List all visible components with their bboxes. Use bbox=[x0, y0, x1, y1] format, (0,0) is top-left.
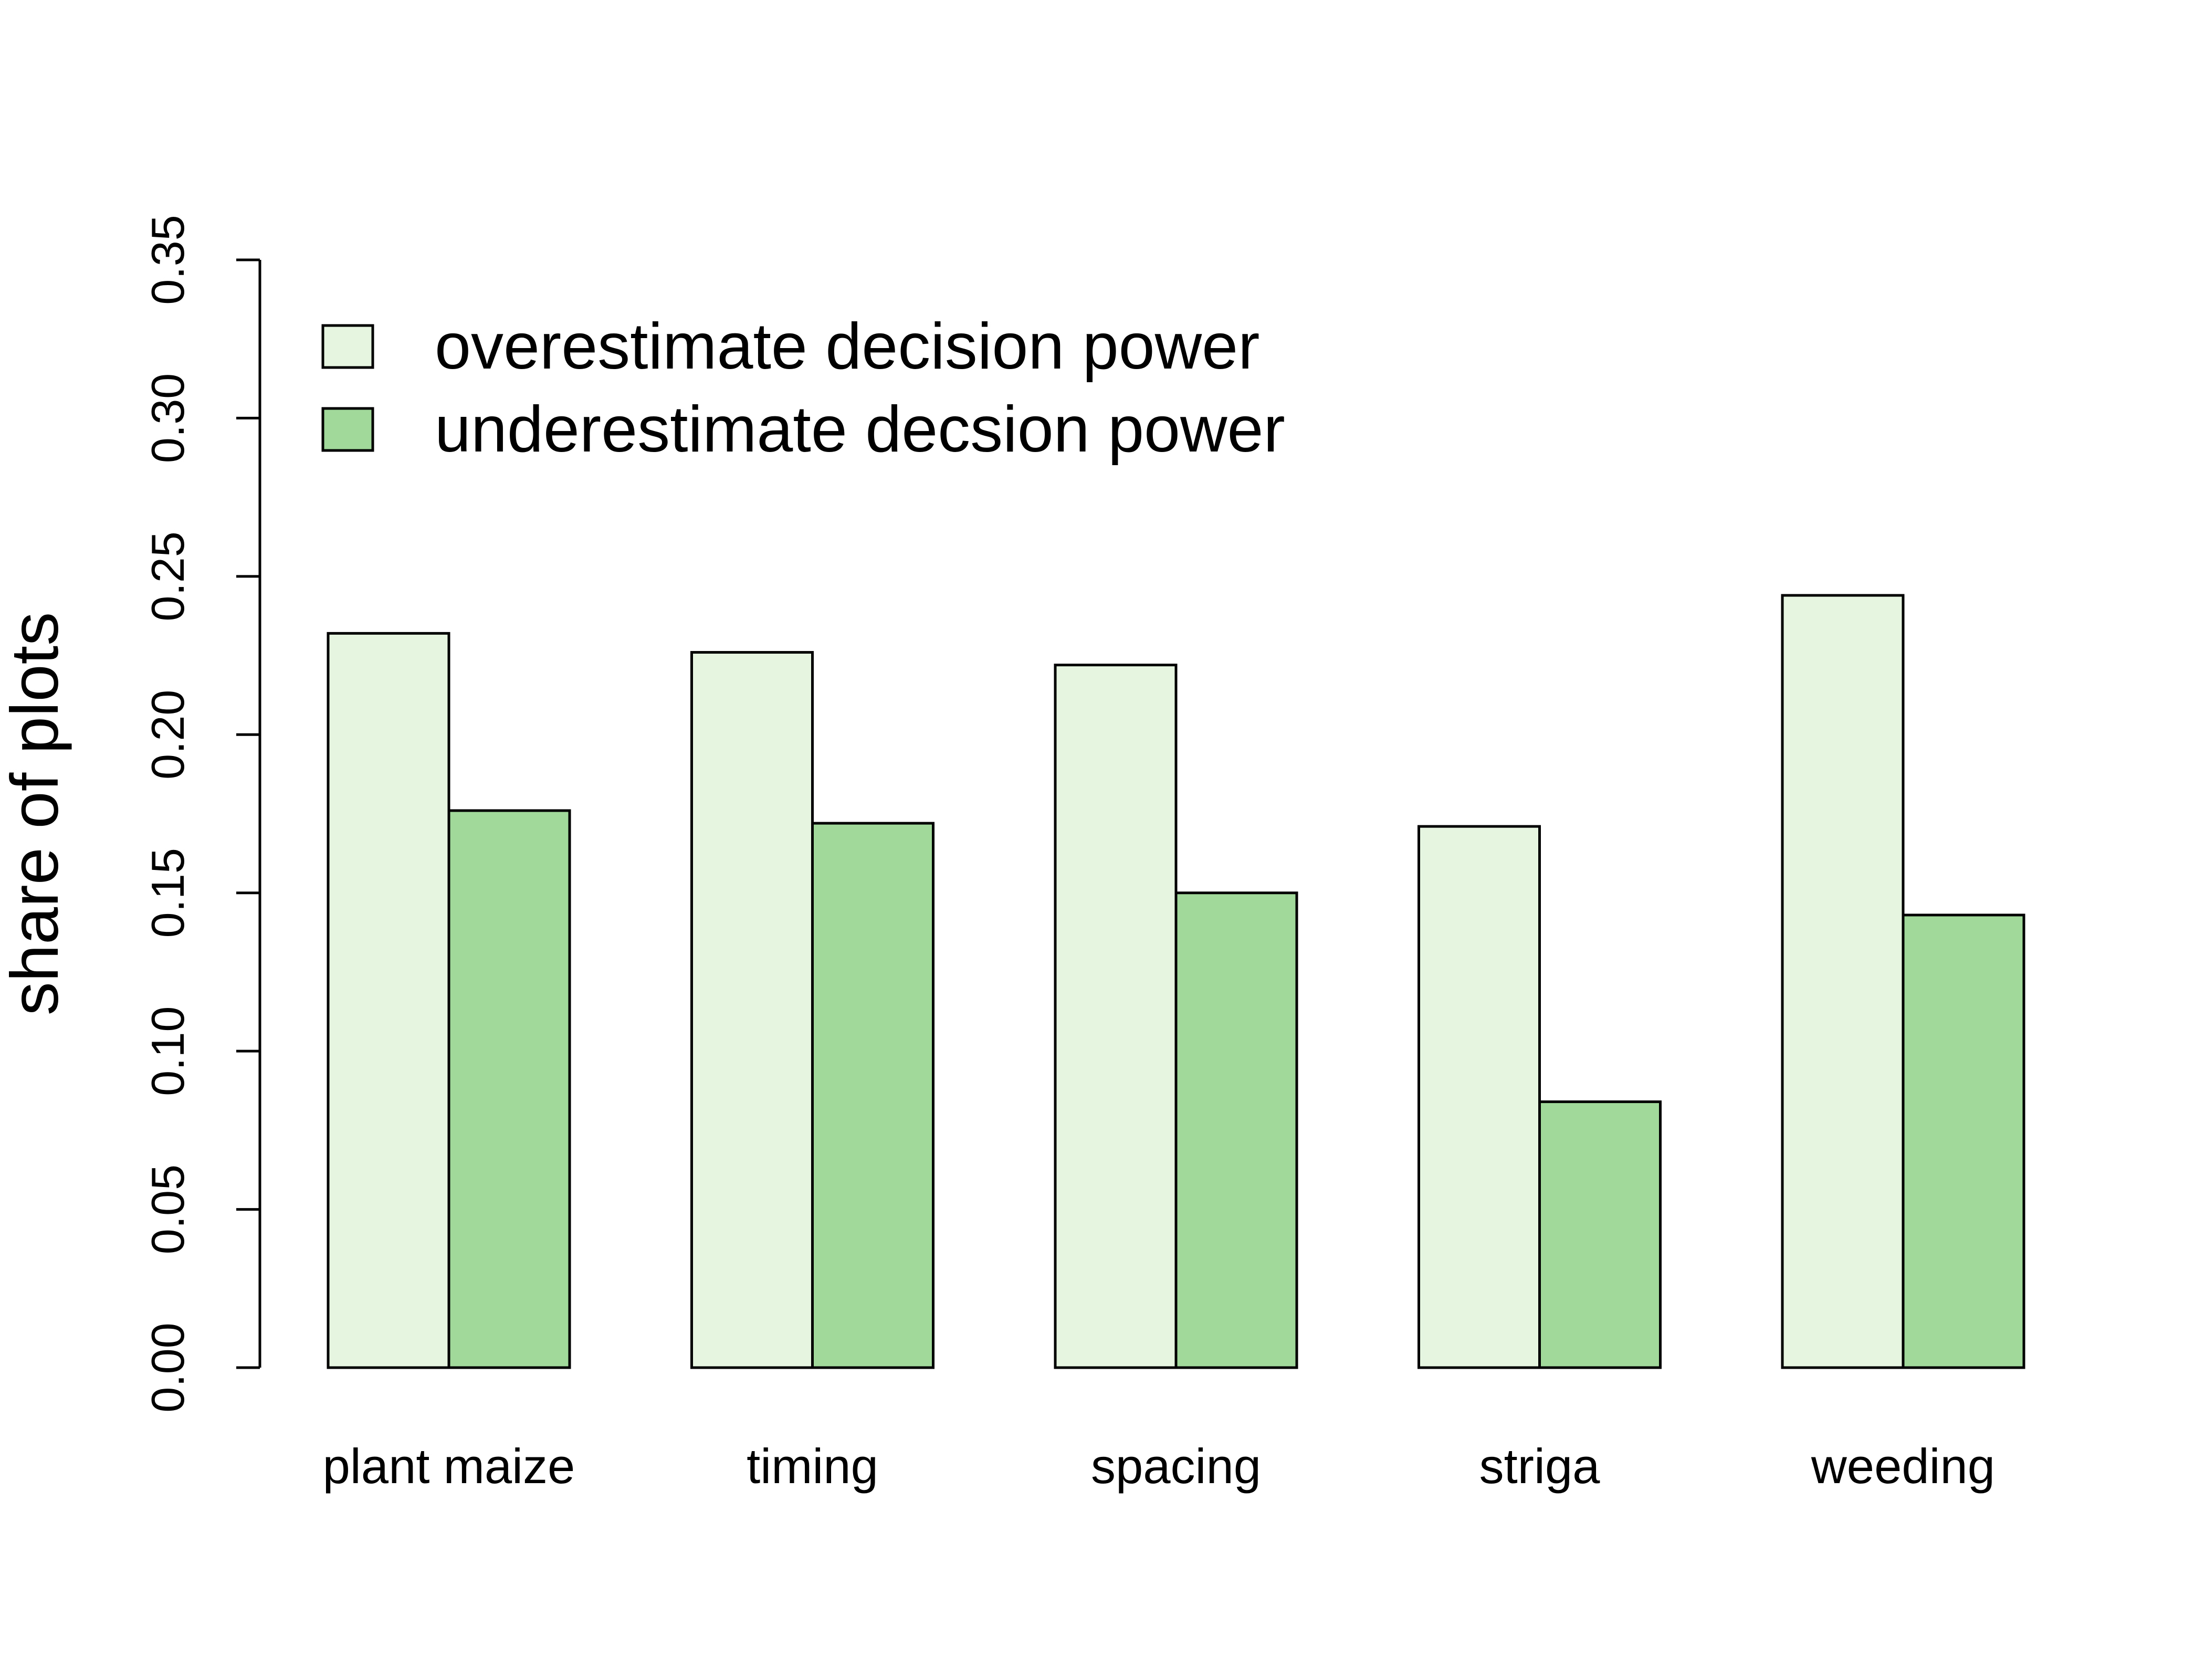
y-tick-label: 0.00 bbox=[142, 1322, 194, 1412]
bar-underestimate bbox=[447, 809, 571, 1369]
x-axis-labels: plant maize timing spacing striga weeding bbox=[323, 1438, 1995, 1494]
bar-underestimate bbox=[1174, 891, 1298, 1369]
x-category-label: weeding bbox=[1811, 1438, 1995, 1494]
y-tick-label: 0.30 bbox=[142, 373, 194, 463]
plot-area bbox=[327, 594, 2025, 1369]
bar-underestimate bbox=[1538, 1100, 1662, 1369]
bar-overestimate bbox=[1418, 825, 1541, 1369]
y-tick-label: 0.05 bbox=[142, 1164, 194, 1254]
y-axis-title: share of plots bbox=[0, 612, 72, 1015]
bar-underestimate bbox=[1902, 914, 2025, 1369]
legend-label: underestimate decsion power bbox=[435, 393, 1285, 466]
x-category-label: striga bbox=[1479, 1438, 1601, 1494]
y-tick-label: 0.15 bbox=[142, 848, 194, 938]
y-tick-label: 0.20 bbox=[142, 690, 194, 780]
x-category-label: timing bbox=[747, 1438, 878, 1494]
bar-overestimate bbox=[327, 632, 450, 1369]
legend-label: overestimate decision power bbox=[435, 310, 1259, 383]
y-axis: 0.00 0.05 0.10 0.15 0.20 0.25 0.30 0.35 bbox=[142, 215, 261, 1413]
x-category-label: spacing bbox=[1091, 1438, 1261, 1494]
x-category-label: plant maize bbox=[323, 1438, 575, 1494]
bar-overestimate bbox=[1054, 664, 1178, 1369]
y-tick-label: 0.25 bbox=[142, 531, 194, 621]
bar-overestimate bbox=[690, 651, 814, 1369]
bar-overestimate bbox=[1781, 594, 1905, 1369]
legend: overestimate decision power underestimate… bbox=[321, 310, 1285, 466]
legend-swatch bbox=[321, 324, 374, 369]
bar-underestimate bbox=[811, 822, 934, 1369]
y-tick-label: 0.35 bbox=[142, 215, 194, 304]
y-tick-label: 0.10 bbox=[142, 1006, 194, 1096]
legend-swatch bbox=[321, 407, 374, 452]
